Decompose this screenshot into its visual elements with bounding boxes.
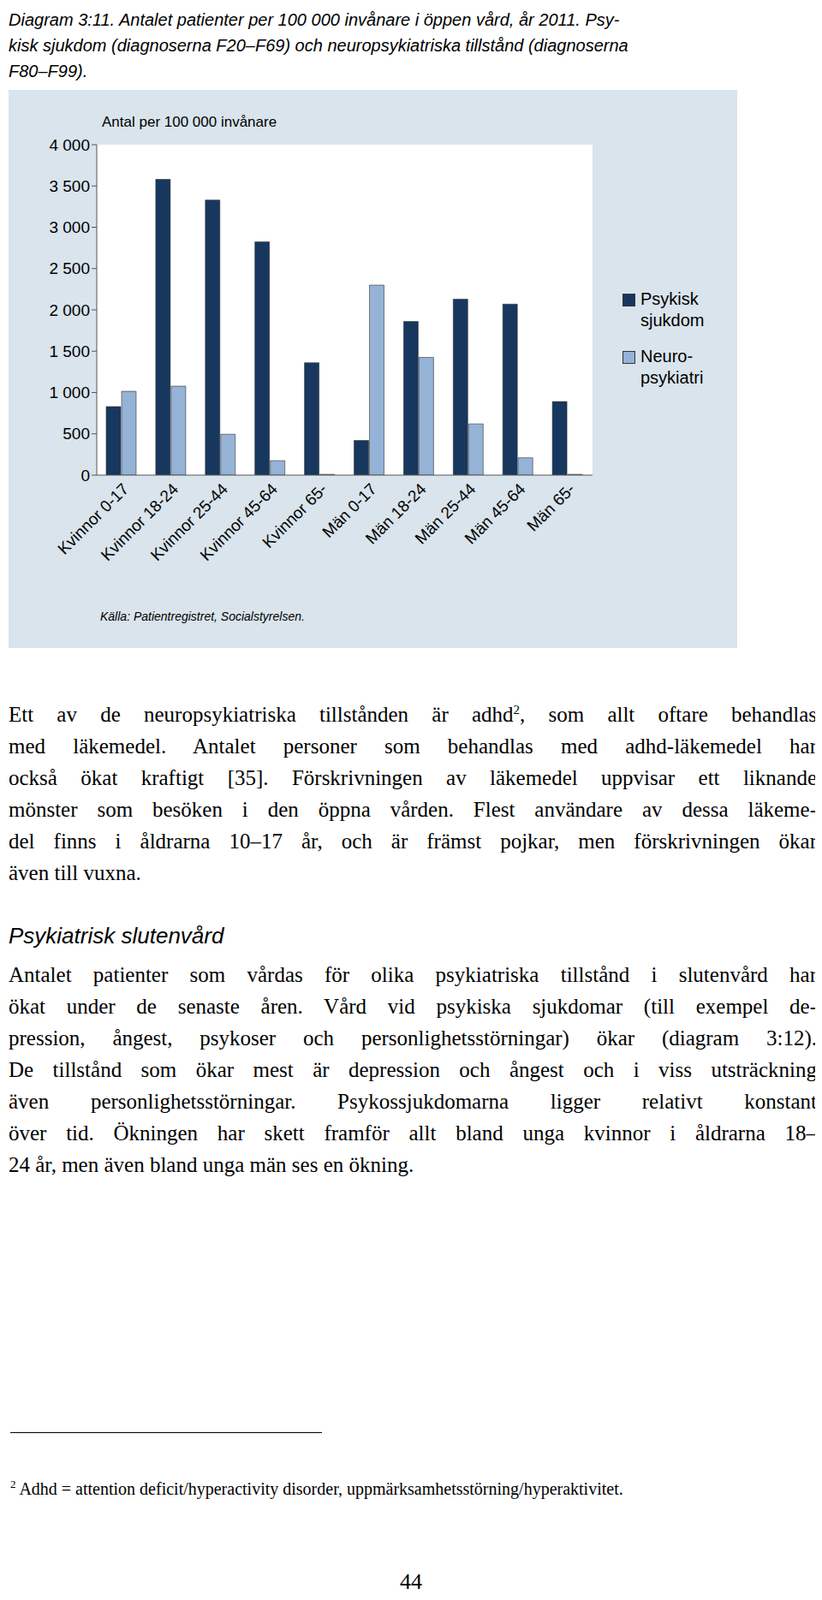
html-text:Psykisk sjukdom: Psykisk sjukdom <box>640 289 705 330</box>
html-text:Antal per 100 000 invånare: Antal per 100 000 invånare <box>101 113 277 131</box>
html-text:2Adhd = attention deficit/hype: 2Adhd = attention deficit/hyperactivity … <box>10 1478 624 1499</box>
html-text:Diagram 3:11. Antalet patiente: Diagram 3:11. Antalet patienter per 100 … <box>8 10 620 30</box>
svg-text:500: 500 <box>62 424 90 443</box>
html-text:F80–F99).: F80–F99). <box>8 61 88 81</box>
html-text:del finns i åldrarna 10–17 år,: del finns i åldrarna 10–17 år, och är fr… <box>8 829 817 853</box>
html-text:24 år, men även bland unga män: 24 år, men även bland unga män ses en ök… <box>8 1153 414 1177</box>
html-text:över tid. Ökningen har skett f: över tid. Ökningen har skett framför all… <box>8 1121 817 1145</box>
html-text:mönster som besöken i den öppn: mönster som besöken i den öppna vården. … <box>8 798 817 822</box>
html-text:ökat under de senaste åren. Vå: ökat under de senaste åren. Vård vid psy… <box>8 994 817 1019</box>
svg-text:Kvinnor 25-44: Kvinnor 25-44 <box>146 479 232 565</box>
svg-text:1 000: 1 000 <box>48 383 90 402</box>
svg-text:Män 65-: Män 65- <box>523 480 578 536</box>
html-text:även personlighetsstörningar.: även personlighetsstörningar. Psykossjuk… <box>8 1090 817 1114</box>
html-text:Antalet patienter som vårdas f: Antalet patienter som vårdas för olika p… <box>8 963 817 987</box>
svg-text:Män 25-44: Män 25-44 <box>411 479 480 548</box>
svg-text:2 500: 2 500 <box>48 259 90 278</box>
svg-text:Kvinnor 0-17: Kvinnor 0-17 <box>54 479 133 558</box>
svg-text:1 500: 1 500 <box>48 342 90 361</box>
html-text:kisk sjukdom (diagnoserna F20–: kisk sjukdom (diagnoserna F20–F69) och n… <box>8 35 629 55</box>
html-text:Källa: Patientregistret, Socia: Källa: Patientregistret, Socialstyrelsen… <box>100 609 305 624</box>
html-text:Psykiatrisk slutenvård: Psykiatrisk slutenvård <box>8 923 224 949</box>
svg-text:Kvinnor 45-64: Kvinnor 45-64 <box>196 479 282 565</box>
svg-text:0: 0 <box>80 466 90 485</box>
html-text:44: 44 <box>399 1569 423 1595</box>
svg-text:Män 18-24: Män 18-24 <box>361 479 430 548</box>
svg-text:4 000: 4 000 <box>48 136 90 155</box>
html-text:Neuro-psykiatri: Neuro-psykiatri <box>640 346 704 388</box>
svg-text:3 000: 3 000 <box>48 218 90 237</box>
html-text:även till vuxna.: även till vuxna. <box>8 861 142 885</box>
svg-text:Kvinnor 18-24: Kvinnor 18-24 <box>97 479 182 565</box>
html-text:med läkemedel. Antalet persone: med läkemedel. Antalet personer som beha… <box>8 734 817 758</box>
svg-text:Män 45-64: Män 45-64 <box>460 479 529 548</box>
html-text:pression, ångest, psykoser och: pression, ångest, psykoser och personlig… <box>8 1026 817 1050</box>
svg-text:Kvinnor 65-: Kvinnor 65- <box>258 480 331 553</box>
html-text:De tillstånd som ökar mest är: De tillstånd som ökar mest är depression… <box>8 1058 817 1082</box>
svg-text:2 000: 2 000 <box>48 301 90 320</box>
html-text:också ökat kraftigt [35]. Förs: också ökat kraftigt [35]. Förskrivningen… <box>8 766 817 790</box>
svg-text:Män 0-17: Män 0-17 <box>318 479 381 542</box>
html-text:Ett av de neuropsykiatriska ti: Ett av de neuropsykiatriska tillstånden … <box>8 702 817 727</box>
svg-text:3 500: 3 500 <box>48 177 90 196</box>
